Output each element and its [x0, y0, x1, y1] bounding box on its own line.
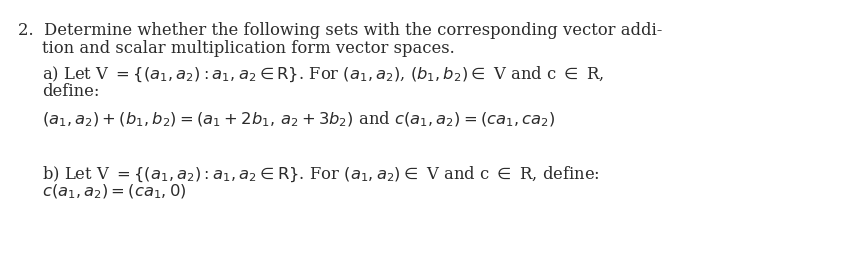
Text: a) Let V $=\{(a_1, a_2) : a_1, a_2 \in \mathrm{R}\}$. For $(a_1, a_2)$, $(b_1, b: a) Let V $=\{(a_1, a_2) : a_1, a_2 \in \… [42, 65, 605, 85]
Text: b) Let V $=\{(a_1, a_2) : a_1, a_2 \in \mathrm{R}\}$. For $(a_1, a_2) \in$ V and: b) Let V $=\{(a_1, a_2) : a_1, a_2 \in \… [42, 165, 600, 184]
Text: tion and scalar multiplication form vector spaces.: tion and scalar multiplication form vect… [42, 40, 454, 57]
Text: 2.  Determine whether the following sets with the corresponding vector addi-: 2. Determine whether the following sets … [18, 22, 663, 39]
Text: $c(a_1, a_2) = (ca_1, 0)$: $c(a_1, a_2) = (ca_1, 0)$ [42, 183, 187, 201]
Text: define:: define: [42, 83, 99, 100]
Text: $(a_1, a_2)+(b_1, b_2) = (a_1 + 2b_1,\, a_2 + 3b_2)$ and $c(a_1, a_2) = (ca_1, c: $(a_1, a_2)+(b_1, b_2) = (a_1 + 2b_1,\, … [42, 110, 556, 129]
